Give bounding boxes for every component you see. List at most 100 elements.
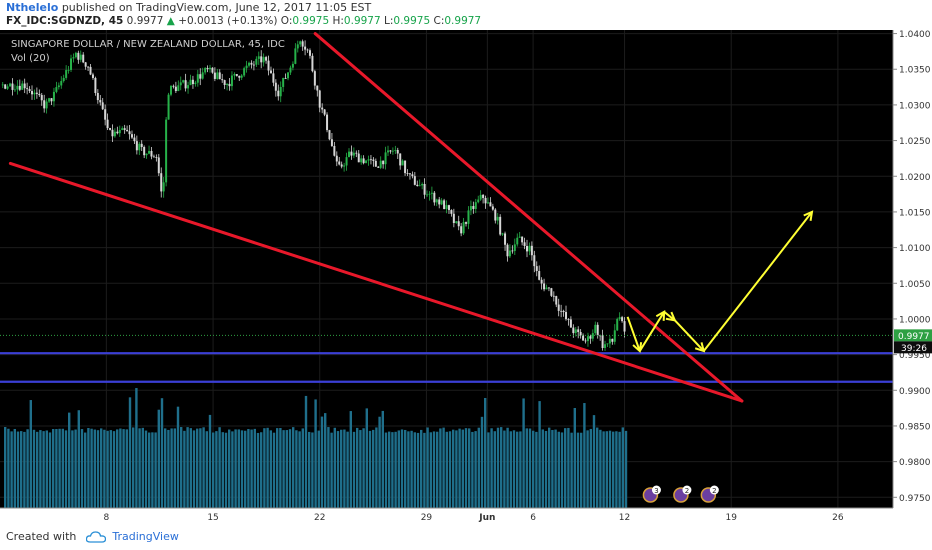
volume-bar [548, 427, 551, 508]
volume-bar [10, 431, 13, 508]
volume-bar [228, 429, 231, 508]
volume-bar [519, 431, 522, 508]
volume-bar [506, 427, 509, 508]
projection-arrow-line[interactable] [626, 316, 641, 352]
candle-body [52, 91, 55, 102]
lower-support-line[interactable] [8, 161, 744, 403]
candle-body [301, 41, 304, 47]
candle-body [552, 295, 555, 297]
volume-bar [103, 429, 106, 508]
candle-body [538, 271, 541, 280]
candle-body [265, 57, 268, 61]
price-axis[interactable]: 1.0400 1.0350 1.0300 1.0250 1.0200 1.0150 1.01… [892, 30, 932, 524]
volume-bar [573, 408, 576, 508]
volume-bar [420, 429, 423, 508]
volume-bar [381, 410, 384, 508]
volume-bar [151, 432, 154, 508]
countdown-tag [894, 341, 932, 354]
candle-body [489, 202, 492, 207]
volume-bar [404, 429, 407, 508]
price-tick-label: 0.9950 [899, 351, 931, 361]
symbol-label[interactable]: FX_IDC:SGDNZD, 45 [6, 15, 124, 27]
projection-arrow-line[interactable] [674, 319, 705, 352]
candle-body [262, 57, 265, 63]
volume-bar [423, 432, 426, 508]
candle-body [482, 194, 485, 198]
candle-body [565, 312, 568, 320]
candle-body [438, 199, 441, 205]
candle-body [623, 321, 626, 332]
candle-body [96, 92, 99, 101]
volume-bar [605, 431, 608, 508]
projection-arrow-line[interactable] [638, 311, 666, 352]
candle-body [269, 70, 272, 74]
candle-body [50, 98, 53, 102]
volume-bar [311, 432, 314, 508]
candle-body [40, 95, 43, 101]
volume-bar [295, 430, 298, 508]
candle-body [606, 343, 609, 345]
candle-body [618, 317, 621, 319]
tradingview-link[interactable]: TradingView [112, 530, 179, 543]
candle-body [577, 329, 580, 333]
volume-bar [180, 427, 183, 508]
volume-bar [260, 432, 263, 508]
price-tick-label: 0.9750 [899, 494, 931, 504]
candle-body [621, 317, 624, 322]
volume-bar [596, 427, 599, 508]
volume-bar [224, 432, 228, 508]
volume-bars [4, 388, 628, 508]
candle-body [547, 287, 550, 289]
footer: Created with TradingView [0, 524, 932, 550]
volume-bar [621, 427, 624, 508]
candle-body [562, 310, 565, 313]
volume-bar [474, 431, 477, 508]
volume-bar [375, 427, 378, 508]
candle-body [221, 79, 224, 81]
candle-body [267, 60, 270, 71]
candle-body [543, 283, 546, 290]
candle-body [226, 83, 229, 86]
volume-bar [624, 430, 628, 508]
volume-bar [496, 427, 500, 508]
candle-body [465, 222, 468, 224]
created-with: Created with TradingView [6, 530, 179, 543]
candle-body [560, 310, 563, 312]
candle-body [338, 161, 341, 165]
candle-body [447, 205, 450, 211]
change-value: +0.0013 (+0.13%) [178, 15, 278, 27]
volume-bar [320, 416, 324, 508]
volume-bar [525, 428, 528, 508]
volume-bar [436, 431, 439, 508]
candle-body [413, 176, 416, 185]
close-value: 0.9977 [444, 15, 482, 27]
projection-arrow-line[interactable] [663, 311, 676, 322]
volume-bar [301, 428, 304, 508]
volume-bar [490, 428, 493, 508]
volume-bar [109, 430, 112, 508]
candle-body [365, 160, 368, 164]
publish-line: Nthelelo published on TradingView.com, J… [6, 1, 371, 14]
upper-resistance-line[interactable] [313, 32, 744, 403]
volume-bar [439, 428, 442, 508]
candle-body [491, 206, 494, 210]
volume-bar [141, 427, 144, 508]
volume-bar [58, 428, 61, 508]
volume-bar [477, 427, 480, 508]
time-axis[interactable]: 8 15 22 29 Jun 6 12 19 26 [0, 507, 893, 524]
candle-body [160, 173, 163, 192]
candle-body [352, 152, 355, 156]
candle-body [501, 233, 504, 235]
author-link[interactable]: Nthelelo [6, 1, 59, 14]
candle-body [550, 288, 553, 296]
candle-body [33, 92, 36, 95]
projection-arrow-line[interactable] [702, 211, 813, 352]
candle-body [35, 92, 38, 94]
drawings[interactable] [0, 32, 893, 403]
published-text: published on TradingView.com, June 12, 2… [58, 1, 372, 14]
volume-bar [32, 429, 36, 508]
candle-body [467, 210, 470, 224]
event-badges[interactable]: 3 2 2 [642, 485, 719, 503]
volume-bar [615, 431, 618, 508]
